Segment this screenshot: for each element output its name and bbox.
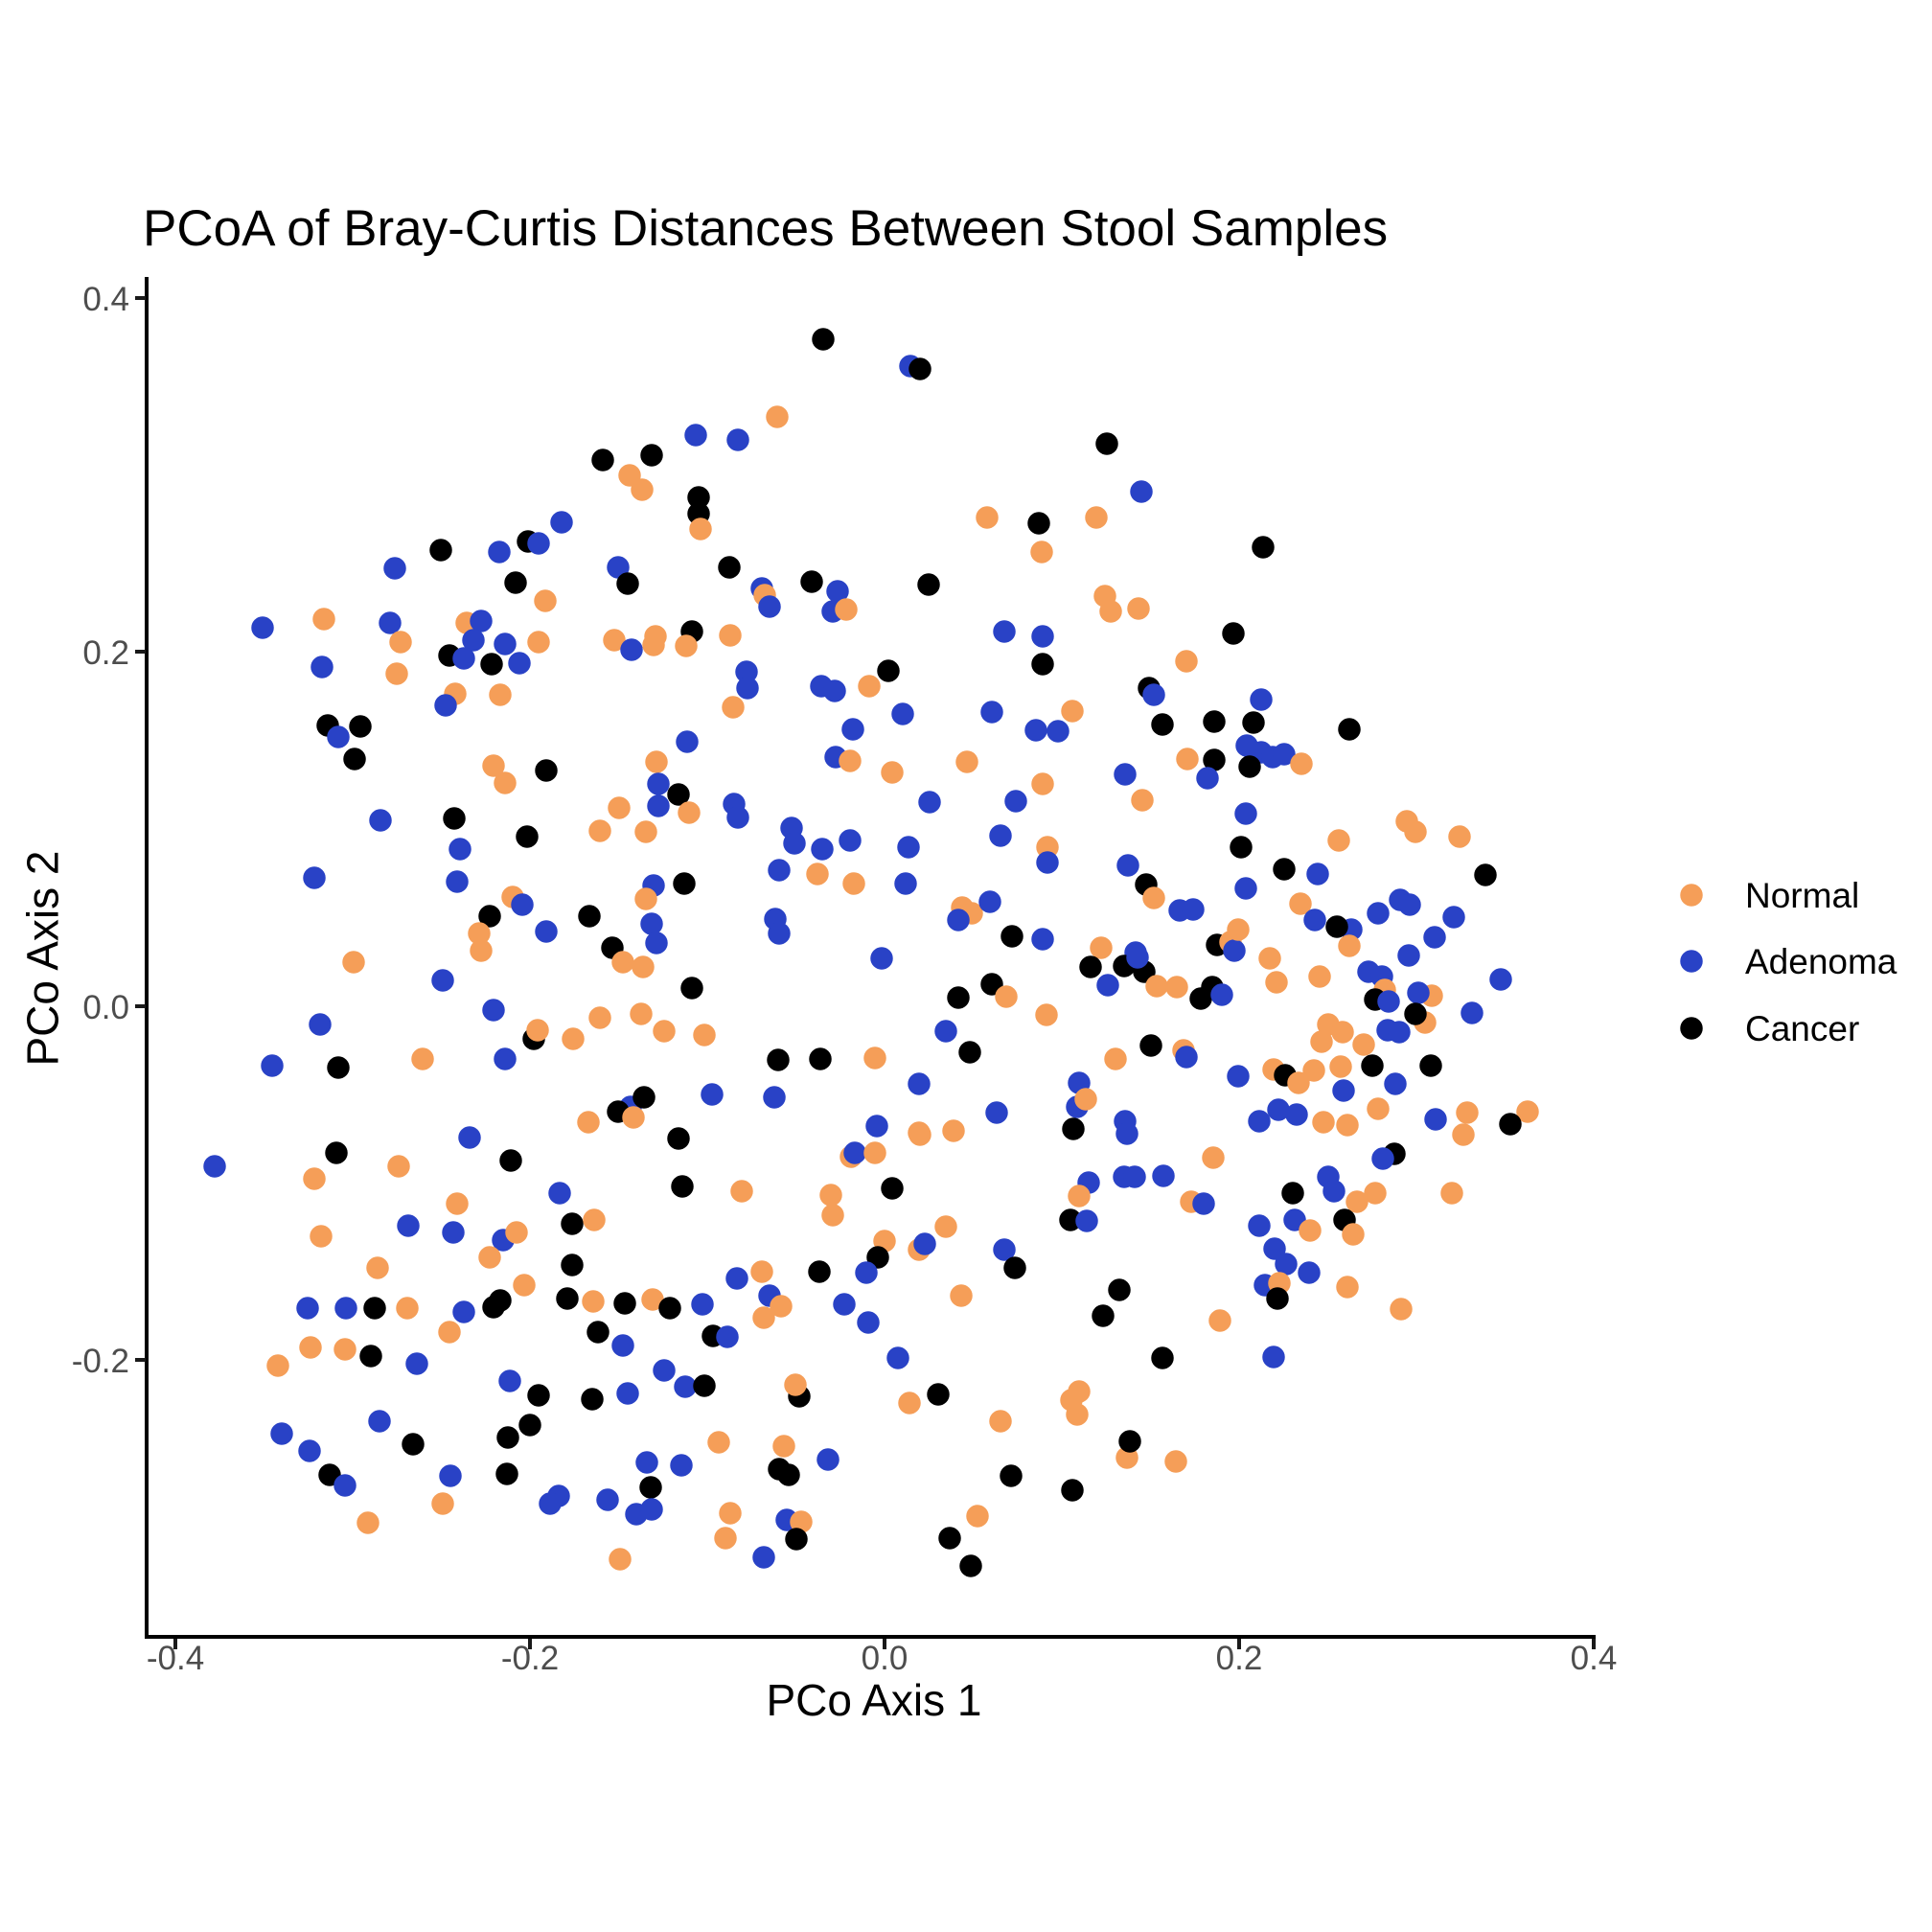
- svg-text:0.4: 0.4: [82, 281, 129, 318]
- svg-text:PCoA of Bray-Curtis Distances: PCoA of Bray-Curtis Distances Between St…: [143, 200, 1388, 257]
- svg-text:0.4: 0.4: [1571, 1640, 1618, 1677]
- svg-text:Cancer: Cancer: [1745, 1009, 1859, 1048]
- svg-text:0.2: 0.2: [82, 634, 129, 672]
- svg-text:0.0: 0.0: [82, 989, 129, 1026]
- svg-text:0.0: 0.0: [862, 1640, 908, 1677]
- svg-text:-0.2: -0.2: [501, 1640, 559, 1677]
- svg-text:-0.2: -0.2: [72, 1343, 129, 1380]
- svg-text:PCo Axis 2: PCo Axis 2: [18, 851, 68, 1067]
- svg-text:PCo Axis 1: PCo Axis 1: [767, 1675, 982, 1725]
- svg-text:Adenoma: Adenoma: [1745, 942, 1898, 981]
- svg-text:Normal: Normal: [1745, 876, 1859, 915]
- svg-text:0.2: 0.2: [1216, 1640, 1263, 1677]
- svg-text:-0.4: -0.4: [147, 1640, 204, 1677]
